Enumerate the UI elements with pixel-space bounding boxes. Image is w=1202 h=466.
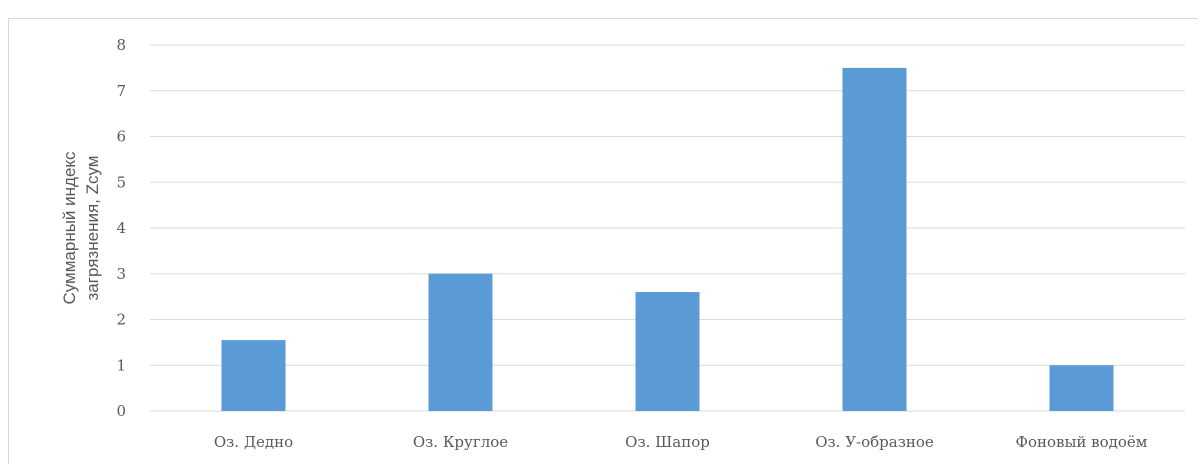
bar-4 (842, 67, 907, 411)
x-tick-label: Оз. Дедно (214, 433, 293, 451)
y-tick-label: 6 (116, 128, 126, 146)
bar-3 (635, 292, 700, 411)
x-axis-ticks: Оз. Дедно Оз. Круглое Оз. Шапор Оз. У-образ… (214, 433, 1148, 451)
chart-frame (8, 18, 1198, 464)
y-tick-label: 3 (116, 265, 126, 283)
y-tick-label: 2 (116, 311, 126, 329)
bar-5 (1049, 365, 1114, 411)
y-tick-label: 7 (116, 82, 126, 100)
y-tick-label: 8 (116, 36, 126, 54)
bars (221, 67, 1114, 411)
x-tick-label: Фоновый водоём (1016, 433, 1148, 451)
x-tick-label: Оз. Круглое (413, 433, 508, 451)
y-tick-label: 0 (116, 402, 126, 420)
y-tick-label: 1 (116, 356, 126, 374)
bar-1 (221, 340, 286, 411)
y-axis-title-line-1: Суммарный индекс (60, 151, 79, 305)
y-axis-ticks: 0 1 2 3 4 5 6 7 8 (116, 36, 126, 420)
y-axis-title-line-2: загрязнения, Zсум (83, 156, 102, 301)
y-tick-label: 5 (116, 173, 126, 191)
bar-2 (428, 273, 493, 411)
x-tick-label: Оз. Шапор (625, 433, 710, 451)
x-tick-label: Оз. У-образное (815, 433, 934, 451)
y-tick-label: 4 (116, 219, 126, 237)
